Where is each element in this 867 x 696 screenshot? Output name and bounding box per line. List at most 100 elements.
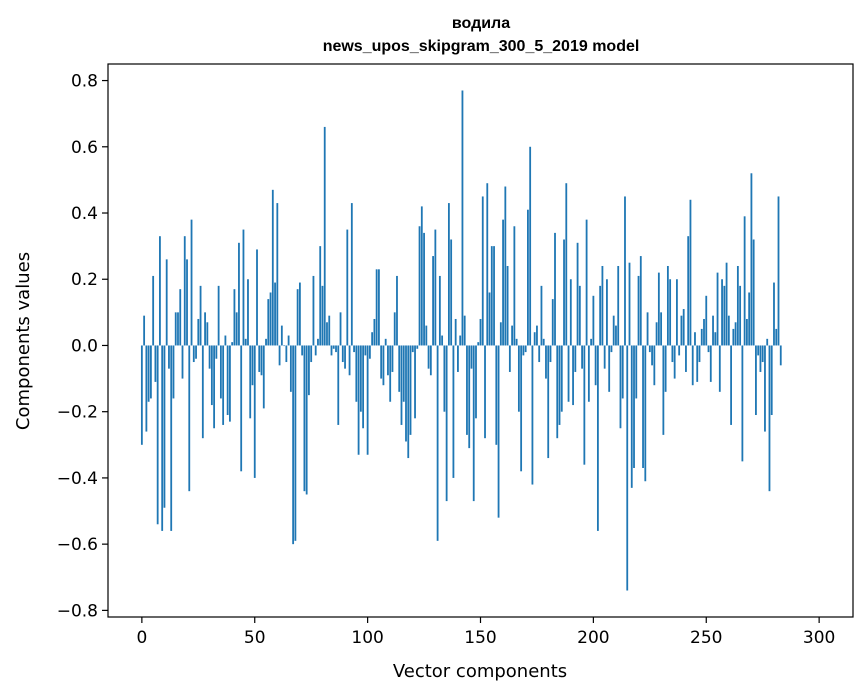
bar [371,332,374,346]
bar [389,345,392,402]
bar [759,345,762,372]
bar [414,345,416,419]
y-tick-label: 0.6 [71,138,98,158]
bar [251,345,254,386]
bar [723,285,726,346]
bar [186,259,188,346]
bar [542,338,545,346]
bar [536,325,538,346]
bar [143,315,146,346]
bar [278,345,281,366]
bar [285,345,288,363]
bar [305,345,308,495]
bar [538,345,541,363]
bar [691,345,694,386]
bar [517,345,520,412]
bar [402,345,405,402]
x-tick-label: 50 [244,628,266,648]
bar [655,322,658,346]
bar [201,345,204,439]
bar [698,345,701,363]
bar [497,345,500,518]
bar [466,345,468,435]
bar [429,345,432,376]
bar [644,345,647,482]
bar [265,338,267,346]
bar [705,295,708,346]
bar [475,345,477,419]
bar [154,345,157,382]
bar [161,345,164,531]
bar [298,282,301,346]
y-axis-ticks: −0.8 −0.6 −0.4 −0.2 0.0 0.2 0.4 0.6 0.8 [57,72,108,621]
bar [592,295,595,346]
bar [714,332,717,346]
bar [587,345,590,402]
bar [520,345,523,472]
bar [330,345,333,356]
bar [253,345,256,478]
bar [610,345,613,353]
bar [303,345,306,492]
bar [140,345,143,445]
bar [727,315,730,346]
x-tick-label: 100 [351,628,383,648]
bar [732,328,735,346]
bar [590,338,593,346]
bar [770,345,773,416]
bar [314,345,317,356]
bar [436,345,439,541]
bar [292,345,295,545]
bar [576,242,579,346]
bar [617,265,620,346]
bar [709,345,712,382]
bar [718,345,721,392]
bar [420,206,423,346]
bar [779,345,782,366]
bar [391,345,394,372]
bar [574,345,577,372]
bar [601,265,604,346]
bar [407,345,410,459]
bar [357,345,360,455]
plot-area-frame [107,63,854,618]
bar [405,345,407,442]
bar [766,338,769,346]
bar [743,216,746,346]
bar [736,265,739,346]
bar [624,196,626,346]
y-tick-label: −0.6 [57,535,98,555]
bar [626,345,629,591]
bar [639,256,642,346]
bar [648,345,651,353]
bar [773,282,775,346]
bar [159,236,161,346]
bar [438,275,441,346]
bar [145,345,148,432]
bar [384,338,387,346]
bar [289,345,292,392]
bar [450,239,453,346]
x-tick-label: 0 [136,628,147,648]
bar [350,203,353,346]
bar [210,345,213,406]
bar [310,345,313,363]
x-tick-label: 150 [464,628,496,648]
bar [163,345,166,508]
bar [267,299,270,346]
x-axis-label: Vector components [393,661,567,682]
bar [642,345,644,468]
bar [213,345,216,429]
bar [463,315,466,346]
bar [238,242,240,346]
bar [312,275,315,346]
bar [256,249,258,346]
bar [533,332,536,346]
bar [569,279,572,346]
bar [481,196,484,346]
y-tick-label: −0.8 [57,601,98,621]
bar [373,318,376,346]
bar [666,265,669,346]
bar [687,236,690,346]
bar [269,292,272,346]
